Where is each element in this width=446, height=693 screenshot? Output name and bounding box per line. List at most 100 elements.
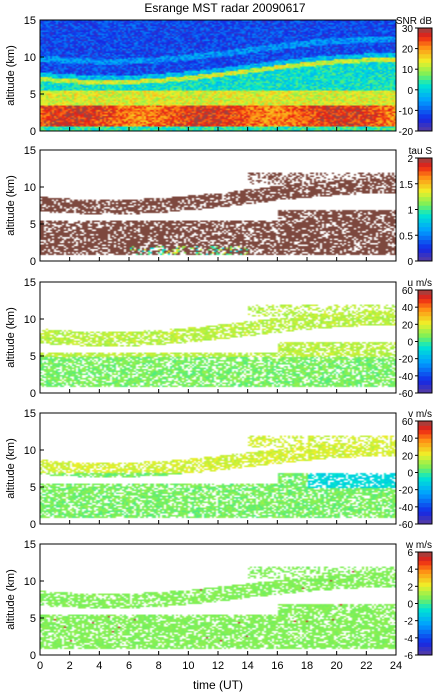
colorbar-cell (418, 498, 432, 504)
colorbar-cell (418, 109, 432, 115)
y-tick-label: 0 (30, 650, 36, 662)
colorbar-cell (418, 476, 432, 482)
colorbar-cell (418, 590, 432, 596)
colorbar-cell (418, 384, 432, 390)
colorbar-cell (418, 358, 432, 364)
colorbar-label: SNR dB (396, 16, 432, 27)
y-tick-label: 15 (24, 277, 36, 289)
colorbar-cell (418, 256, 432, 262)
y-tick-label: 10 (24, 182, 36, 194)
colorbar-cell (418, 468, 432, 473)
panel-v: 0 5 10 15 altitude (km) v m/s -60 -40 -20 0 20 40 60 (5, 408, 433, 531)
x-tick-label: 2 (67, 660, 73, 672)
heatmap-image (40, 282, 396, 393)
colorbar-frame (417, 27, 433, 132)
heatmap-image (40, 150, 396, 261)
colorbar-cell (418, 324, 432, 330)
colorbar-cell (418, 341, 432, 347)
colorbar-cell (418, 298, 432, 304)
colorbar-label: tau S (409, 146, 433, 157)
colorbar-cell (418, 569, 432, 574)
colorbar-cell (418, 429, 432, 435)
colorbar-cell (418, 226, 432, 232)
colorbar-cell (418, 166, 432, 172)
x-tick-label: 24 (390, 660, 402, 672)
colorbar-cell (418, 294, 432, 300)
colorbar-cell (418, 367, 432, 373)
colorbar-cell (418, 175, 432, 180)
colorbar-cell (418, 307, 432, 312)
colorbar-tick-label: -40 (399, 503, 414, 514)
colorbar-cell (418, 28, 432, 33)
y-tick-label: 0 (30, 126, 36, 138)
colorbar-tick-label: 1 (407, 206, 413, 217)
colorbar-tick-label: 0 (407, 86, 413, 97)
colorbar-cell (418, 222, 432, 228)
colorbar-cell (418, 32, 432, 38)
colorbar-cell (418, 511, 432, 516)
colorbar-cell (418, 239, 432, 245)
x-tick-label: 0 (37, 660, 43, 672)
colorbar-cell (418, 616, 432, 622)
y-tick-label: 10 (24, 576, 36, 588)
colorbar-tick-label: 1.5 (399, 180, 413, 191)
colorbar-cell (418, 205, 432, 210)
y-axis-label: altitude (km) (5, 307, 17, 368)
colorbar-cell (418, 564, 432, 570)
panel-tau: 0 5 10 15 altitude (km) tau S 0 0.5 1 1.5 2 (5, 145, 433, 268)
colorbar-cell (418, 218, 432, 223)
colorbar-tick-label: 4 (407, 565, 413, 576)
colorbar-cell (418, 599, 432, 604)
x-tick-label: 22 (360, 660, 372, 672)
colorbar-cell (418, 438, 432, 443)
y-tick-label: 5 (30, 613, 36, 625)
colorbar-tick-label: -60 (399, 389, 414, 400)
y-tick-label: 15 (24, 145, 36, 157)
colorbar-label: w m/s (405, 540, 432, 551)
colorbar-cell (418, 493, 432, 499)
x-tick-label: 6 (126, 660, 132, 672)
colorbar-cell (418, 515, 432, 521)
heatmap-image (40, 20, 396, 131)
colorbar-cell (418, 252, 432, 258)
y-tick-label: 5 (30, 219, 36, 231)
colorbar-cell (418, 170, 432, 176)
colorbar-cell (418, 302, 432, 308)
colorbar-tick-label: -40 (399, 372, 414, 383)
colorbar-cell (418, 345, 432, 351)
colorbar-cell (418, 118, 432, 123)
y-tick-label: 0 (30, 388, 36, 400)
colorbar-cell (418, 629, 432, 635)
colorbar-tick-label: 20 (402, 320, 414, 331)
colorbar-cell (418, 472, 432, 478)
colorbar-cell (418, 196, 432, 202)
colorbar-cell (418, 62, 432, 68)
y-tick-label: 15 (24, 15, 36, 27)
colorbar-cell (418, 209, 432, 215)
colorbar-cell (418, 380, 432, 385)
colorbar-cell (418, 362, 432, 368)
colorbar-cell (418, 100, 432, 106)
panel-u: 0 5 10 15 altitude (km) u m/s -60 -40 -20 0 20 40 60 (5, 277, 433, 400)
colorbar-tick-label: 0 (407, 469, 413, 480)
colorbar-tick-label: 20 (402, 451, 414, 462)
y-tick-label: 5 (30, 351, 36, 363)
colorbar-cell (418, 354, 432, 360)
colorbar-cell (418, 162, 432, 168)
y-tick-label: 10 (24, 52, 36, 64)
colorbar-cell (418, 433, 432, 439)
colorbar-cell (418, 243, 432, 249)
colorbar-tick-label: -20 (399, 486, 414, 497)
colorbar-tick-label: 6 (407, 548, 413, 559)
colorbar-cell (418, 519, 432, 525)
colorbar-cell (418, 230, 432, 236)
y-tick-label: 15 (24, 408, 36, 420)
y-tick-label: 10 (24, 445, 36, 457)
colorbar-tick-label: 60 (402, 417, 414, 428)
colorbar-cell (418, 248, 432, 253)
colorbar-cell (418, 40, 432, 46)
y-tick-label: 5 (30, 482, 36, 494)
x-tick-label: 12 (212, 660, 224, 672)
colorbar-tick-label: 10 (402, 65, 414, 76)
